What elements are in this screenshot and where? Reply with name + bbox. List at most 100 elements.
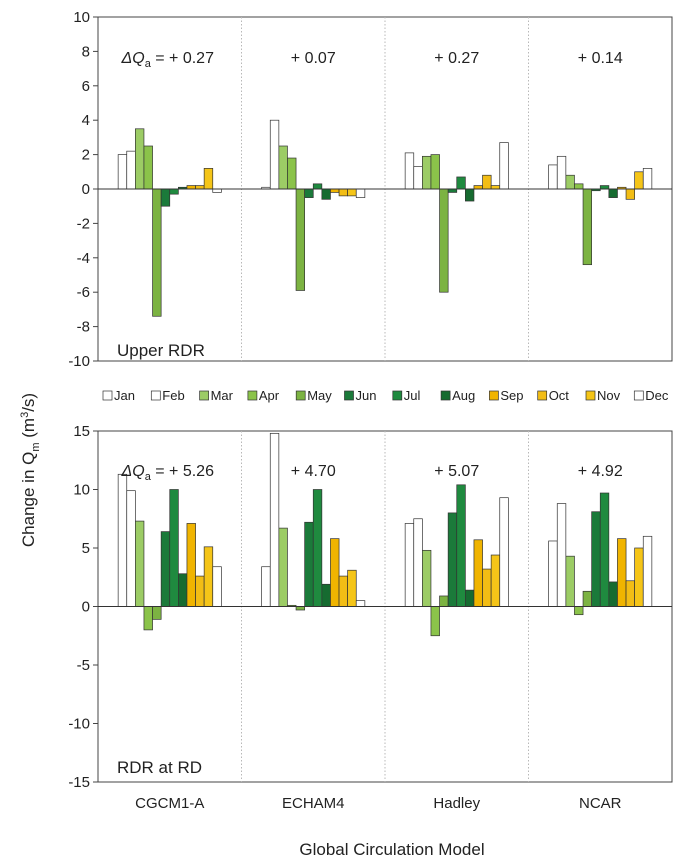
y-tick-label: -2 <box>77 215 90 232</box>
bar-feb-hadley <box>413 518 423 607</box>
bar-jul-echam4 <box>312 489 323 607</box>
bar-dec-hadley <box>499 142 509 190</box>
bar-dec-hadley <box>499 497 509 607</box>
bar-dec-echam4 <box>355 188 366 198</box>
y-tick-label: 2 <box>82 147 90 164</box>
bar-feb-ncar <box>556 503 567 607</box>
bar-may-cgcm1-a <box>152 606 162 620</box>
legend-label: Nov <box>597 388 621 403</box>
legend: Jan Feb Mar Apr May Jun Jul Aug Sep Oct Nov Dec <box>102 388 669 403</box>
bar-jan-cgcm1-a <box>117 473 128 607</box>
y-tick-label: 10 <box>73 9 90 26</box>
bar-jul-cgcm1-a <box>169 188 179 195</box>
legend-swatch <box>150 390 161 401</box>
bar-jul-echam4 <box>312 183 323 190</box>
y-tick-label: -5 <box>77 657 90 674</box>
bar-jun-echam4 <box>304 188 314 198</box>
y-tick-label: 0 <box>82 599 90 616</box>
bar-jul-cgcm1-a <box>169 489 179 607</box>
bar-apr-ncar <box>574 606 584 616</box>
delta-annotation: + 0.07 <box>291 50 336 67</box>
y-tick-label: -15 <box>68 774 90 791</box>
bar-oct-hadley <box>482 174 492 190</box>
bar-sep-echam4 <box>330 188 340 193</box>
y-tick-label: 6 <box>82 78 90 95</box>
y-tick-label: -4 <box>77 250 90 267</box>
bar-may-hadley <box>439 188 449 293</box>
bar-nov-cgcm1-a <box>203 546 214 607</box>
bar-nov-ncar <box>634 547 644 607</box>
bar-mar-echam4 <box>278 145 288 190</box>
bar-dec-ncar <box>642 535 653 607</box>
bar-jan-ncar <box>548 540 558 607</box>
y-tick-label: 0 <box>82 181 90 198</box>
bar-jan-hadley <box>404 152 415 190</box>
bar-dec-cgcm1-a <box>212 566 222 607</box>
category-label: CGCM1-A <box>135 795 204 812</box>
bar-nov-hadley <box>490 185 501 190</box>
y-tick-label: -8 <box>77 319 90 336</box>
bar-jul-hadley <box>456 176 466 190</box>
legend-label: Feb <box>162 388 184 403</box>
bar-may-ncar <box>582 590 592 607</box>
bar-feb-hadley <box>413 166 423 190</box>
bar-aug-ncar <box>608 188 618 198</box>
bar-aug-echam4 <box>321 583 331 607</box>
bar-jun-hadley <box>447 512 458 607</box>
bar-sep-hadley <box>473 185 483 190</box>
bar-nov-echam4 <box>347 188 357 197</box>
legend-label: Dec <box>645 388 669 403</box>
legend-label: Jul <box>404 388 421 403</box>
bar-nov-echam4 <box>347 569 357 607</box>
bar-jun-ncar <box>591 511 601 607</box>
legend-swatch <box>489 390 499 401</box>
bar-apr-ncar <box>574 183 584 190</box>
delta-annotation: + 4.92 <box>578 463 623 480</box>
bar-apr-cgcm1-a <box>143 606 153 631</box>
bar-apr-echam4 <box>287 157 297 190</box>
lower-panel: -15 -10 -5 0 5 10 15 ΔQa = + 5.26 + 4.70 + 5.07 + … <box>68 423 673 812</box>
y-tick-label: -10 <box>68 353 90 370</box>
category-label: ECHAM4 <box>282 795 345 812</box>
bar-mar-hadley <box>422 155 432 190</box>
bar-oct-cgcm1-a <box>195 185 205 190</box>
delta-annotation: + 5.07 <box>434 463 479 480</box>
bar-nov-hadley <box>490 554 501 607</box>
bar-mar-cgcm1-a <box>135 128 145 190</box>
bar-jun-hadley <box>447 188 458 193</box>
legend-swatch <box>102 390 113 401</box>
legend-swatch <box>537 390 548 401</box>
y-axis-title: Change in Qm (m3/s) <box>19 393 42 547</box>
bar-jan-ncar <box>548 164 558 190</box>
bar-sep-ncar <box>617 538 627 607</box>
legend-label: Aug <box>452 388 475 403</box>
legend-swatch <box>295 390 306 401</box>
bar-sep-hadley <box>473 539 483 607</box>
bar-mar-echam4 <box>278 527 288 607</box>
legend-swatch <box>199 390 209 401</box>
bar-jun-echam4 <box>304 521 314 607</box>
bar-dec-cgcm1-a <box>212 188 222 193</box>
legend-label: Sep <box>500 388 523 403</box>
legend-swatch <box>344 390 354 401</box>
delta-annotation: + 0.14 <box>578 50 623 67</box>
bar-jun-cgcm1-a <box>160 531 171 607</box>
y-tick-label: -10 <box>68 716 90 733</box>
bar-jul-ncar <box>599 492 610 607</box>
bar-jul-ncar <box>599 185 610 190</box>
bar-jan-echam4 <box>261 566 271 607</box>
bar-aug-hadley <box>465 589 475 607</box>
bar-aug-echam4 <box>321 188 331 200</box>
x-axis-title: Global Circulation Model <box>299 840 484 859</box>
category-label: NCAR <box>579 795 622 812</box>
category-label: Hadley <box>433 795 480 812</box>
bar-mar-ncar <box>565 174 575 190</box>
y-tick-label: 8 <box>82 43 90 60</box>
bar-aug-cgcm1-a <box>178 573 188 607</box>
bar-dec-ncar <box>642 168 653 190</box>
bar-jan-hadley <box>404 523 415 607</box>
y-tick-label: 15 <box>73 423 90 440</box>
legend-label: Oct <box>549 388 570 403</box>
bar-feb-echam4 <box>269 432 280 607</box>
